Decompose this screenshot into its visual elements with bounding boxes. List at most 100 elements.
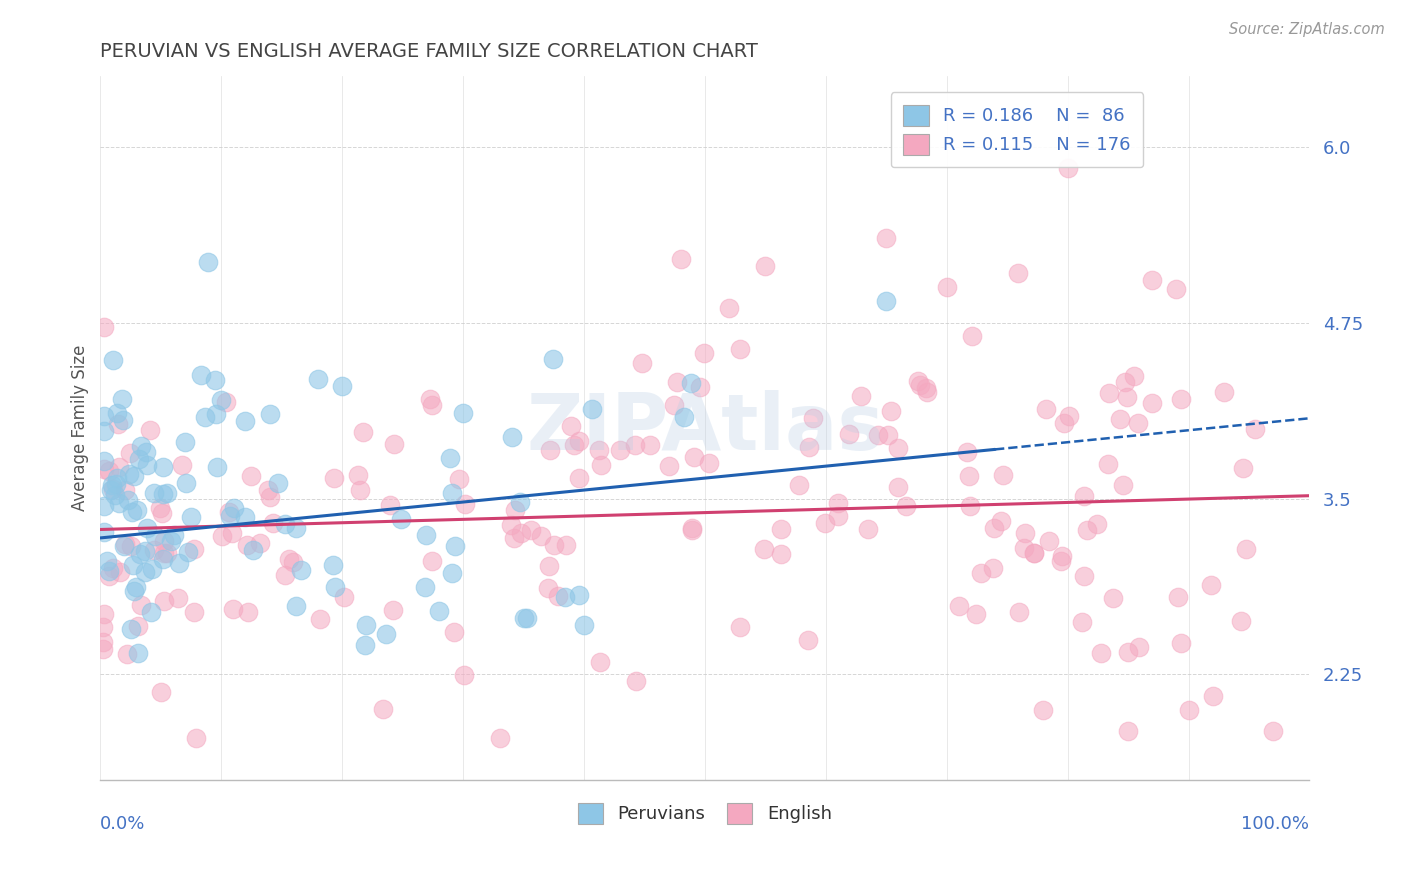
English <box>382 602 405 616</box>
English <box>139 423 162 437</box>
Peruvians <box>177 545 200 559</box>
English <box>93 319 115 334</box>
English <box>769 547 792 561</box>
English <box>274 568 297 582</box>
Peruvians <box>152 460 174 475</box>
Peruvians <box>117 492 139 507</box>
English <box>1142 273 1164 287</box>
Peruvians <box>330 379 353 393</box>
Peruvians <box>259 407 281 421</box>
Peruvians <box>167 556 190 570</box>
Peruvians <box>174 475 197 490</box>
English <box>537 582 560 596</box>
English <box>278 552 301 566</box>
English <box>1263 723 1285 738</box>
English <box>347 468 370 483</box>
Peruvians <box>134 565 156 579</box>
English <box>152 546 174 560</box>
Peruvians <box>104 476 127 491</box>
English <box>1213 384 1236 399</box>
Peruvians <box>134 544 156 558</box>
English <box>880 404 903 418</box>
English <box>801 411 824 425</box>
English <box>150 685 173 699</box>
English <box>1128 640 1150 654</box>
Peruvians <box>127 503 149 517</box>
Peruvians <box>353 638 375 652</box>
Peruvians <box>190 368 212 383</box>
English <box>170 458 193 472</box>
English <box>689 380 711 394</box>
English <box>877 427 900 442</box>
Peruvians <box>356 618 378 632</box>
Peruvians <box>93 454 115 468</box>
English <box>1090 646 1112 660</box>
English <box>236 538 259 552</box>
English <box>530 528 553 542</box>
English <box>1116 723 1139 738</box>
Peruvians <box>162 528 184 542</box>
English <box>666 375 689 389</box>
English <box>1022 546 1045 560</box>
Peruvians <box>204 373 226 387</box>
English <box>1128 416 1150 430</box>
Peruvians <box>205 407 228 421</box>
English <box>560 418 582 433</box>
English <box>555 538 578 552</box>
Peruvians <box>101 478 124 492</box>
Peruvians <box>541 351 564 366</box>
English <box>1035 402 1057 417</box>
English <box>1202 689 1225 703</box>
English <box>420 398 443 412</box>
English <box>664 398 686 412</box>
English <box>1012 541 1035 556</box>
English <box>108 565 131 579</box>
Peruvians <box>93 409 115 424</box>
English <box>1114 376 1136 390</box>
Peruvians <box>194 409 217 424</box>
English <box>827 496 849 510</box>
Peruvians <box>197 255 219 269</box>
English <box>259 490 281 504</box>
English <box>101 482 124 496</box>
English <box>547 590 569 604</box>
English <box>851 389 873 403</box>
English <box>1050 554 1073 568</box>
English <box>948 599 970 613</box>
English <box>917 384 939 399</box>
English <box>1007 266 1029 280</box>
English <box>1102 591 1125 605</box>
English <box>907 374 929 388</box>
English <box>1053 416 1076 430</box>
Peruvians <box>112 540 135 554</box>
English <box>114 537 136 551</box>
Peruvians <box>100 483 122 497</box>
English <box>186 731 208 745</box>
English <box>1076 523 1098 537</box>
English <box>214 395 236 409</box>
Peruvians <box>509 494 531 508</box>
English <box>908 377 931 392</box>
English <box>813 516 835 530</box>
English <box>796 632 818 647</box>
English <box>183 542 205 557</box>
English <box>915 381 938 395</box>
English <box>1199 577 1222 591</box>
English <box>799 440 821 454</box>
English <box>1116 390 1139 404</box>
Peruvians <box>235 510 257 524</box>
English <box>91 641 114 656</box>
English <box>419 392 441 406</box>
English <box>693 346 716 360</box>
Peruvians <box>672 409 695 424</box>
English <box>718 301 741 316</box>
Peruvians <box>152 487 174 501</box>
English <box>149 500 172 515</box>
English <box>503 503 526 517</box>
English <box>1050 549 1073 564</box>
English <box>107 459 129 474</box>
Peruvians <box>111 392 134 406</box>
Peruvians <box>235 414 257 428</box>
English <box>1073 489 1095 503</box>
Peruvians <box>105 471 128 485</box>
